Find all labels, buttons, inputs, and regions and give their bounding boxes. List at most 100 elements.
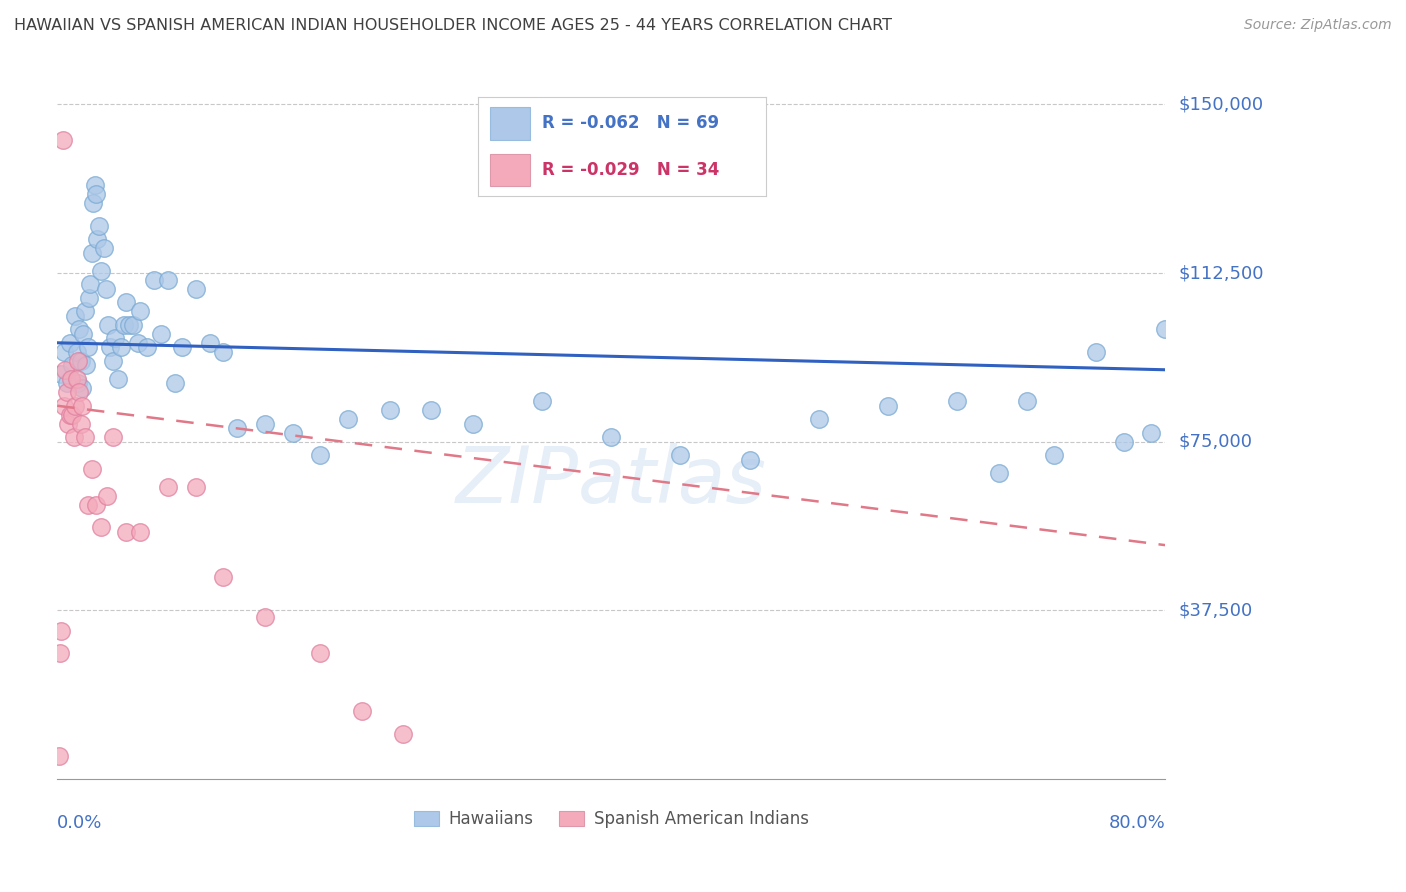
Point <box>101 430 124 444</box>
Point <box>84 498 107 512</box>
Point <box>53 344 76 359</box>
Point <box>420 403 443 417</box>
Point <box>136 340 159 354</box>
Point <box>93 241 115 255</box>
Point <box>378 403 401 417</box>
Point <box>48 749 70 764</box>
Point <box>70 381 93 395</box>
Point <box>198 335 221 350</box>
Point <box>127 335 149 350</box>
Point <box>107 372 129 386</box>
Point <box>1112 434 1135 449</box>
Text: $37,500: $37,500 <box>1180 601 1253 619</box>
Point <box>67 385 90 400</box>
Text: Source: ZipAtlas.com: Source: ZipAtlas.com <box>1244 18 1392 32</box>
Point <box>80 461 103 475</box>
Point <box>115 295 138 310</box>
Point <box>79 277 101 292</box>
Point <box>122 318 145 332</box>
Text: HAWAIIAN VS SPANISH AMERICAN INDIAN HOUSEHOLDER INCOME AGES 25 - 44 YEARS CORREL: HAWAIIAN VS SPANISH AMERICAN INDIAN HOUS… <box>14 18 891 33</box>
Point <box>530 394 553 409</box>
Point <box>80 245 103 260</box>
Point <box>62 408 84 422</box>
Point <box>461 417 484 431</box>
Text: ZIPatlas: ZIPatlas <box>456 442 766 518</box>
Point <box>53 399 76 413</box>
Point <box>110 340 132 354</box>
Point <box>67 322 90 336</box>
Point <box>90 264 112 278</box>
Point <box>83 178 105 193</box>
Point <box>72 326 94 341</box>
Point <box>337 412 360 426</box>
Point <box>600 430 623 444</box>
Point <box>118 318 141 332</box>
Point <box>104 331 127 345</box>
Text: 80.0%: 80.0% <box>1108 814 1166 832</box>
Point <box>807 412 830 426</box>
Point <box>56 376 79 391</box>
Point <box>65 372 87 386</box>
Point <box>51 368 73 382</box>
Point <box>143 273 166 287</box>
Point <box>156 480 179 494</box>
Point <box>62 430 84 444</box>
Point <box>97 318 120 332</box>
Point <box>49 646 72 660</box>
Point <box>309 646 332 660</box>
Point <box>76 340 98 354</box>
Point <box>281 425 304 440</box>
Point <box>212 569 235 583</box>
Point <box>1084 344 1107 359</box>
Point <box>82 196 104 211</box>
Point <box>98 340 121 354</box>
Text: $112,500: $112,500 <box>1180 264 1264 282</box>
Point <box>76 498 98 512</box>
Point <box>59 335 82 350</box>
Point <box>350 705 373 719</box>
Text: $75,000: $75,000 <box>1180 433 1253 450</box>
Point <box>101 353 124 368</box>
Point <box>90 520 112 534</box>
Point <box>1154 322 1177 336</box>
Point <box>170 340 193 354</box>
Point <box>62 358 84 372</box>
Point <box>55 363 77 377</box>
Point <box>738 452 761 467</box>
Point <box>184 282 207 296</box>
Point <box>226 421 249 435</box>
Point <box>77 291 100 305</box>
Text: 0.0%: 0.0% <box>58 814 103 832</box>
Point <box>52 133 75 147</box>
Point <box>60 372 83 386</box>
Point <box>1015 394 1038 409</box>
Point <box>987 466 1010 480</box>
Point <box>66 376 89 391</box>
Point <box>129 304 152 318</box>
Point <box>69 353 91 368</box>
Point <box>51 624 73 638</box>
Point <box>1043 448 1066 462</box>
Point <box>70 399 93 413</box>
Point <box>65 344 87 359</box>
Point <box>669 448 692 462</box>
Point <box>73 430 96 444</box>
Point <box>66 353 89 368</box>
Point <box>253 417 276 431</box>
Point <box>163 376 186 391</box>
Point <box>96 489 118 503</box>
Point <box>75 358 97 372</box>
Point <box>150 326 173 341</box>
Point <box>212 344 235 359</box>
Point <box>129 524 152 539</box>
Point <box>63 399 86 413</box>
Point <box>94 282 117 296</box>
Point <box>84 187 107 202</box>
Point <box>87 219 110 233</box>
Point <box>69 417 91 431</box>
Point <box>73 304 96 318</box>
Point <box>253 610 276 624</box>
Point <box>946 394 969 409</box>
Point <box>156 273 179 287</box>
Point <box>63 309 86 323</box>
